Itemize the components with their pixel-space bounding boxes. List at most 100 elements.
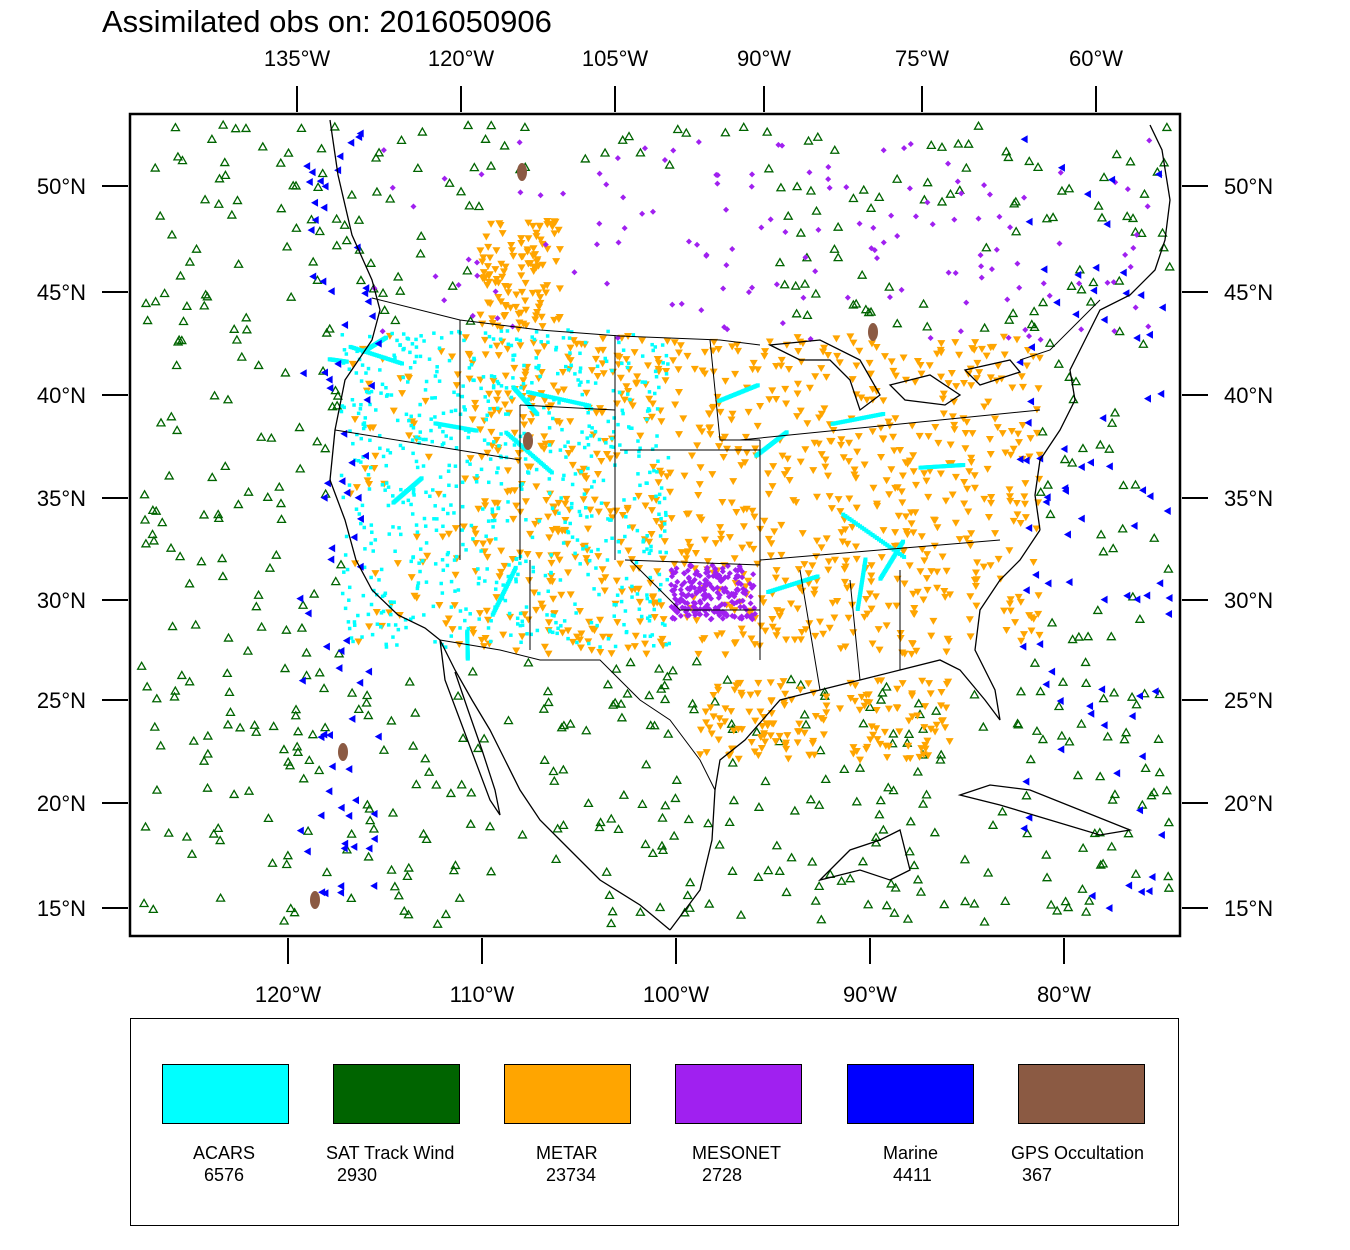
metar-marker [964,508,973,516]
marine-marker [1022,586,1030,595]
metar-marker [493,447,502,455]
sat-track-wind-marker [1114,275,1125,285]
sat-track-wind-marker [1094,827,1105,837]
metar-marker [648,594,657,602]
acars-marker [534,392,539,397]
mesonet-marker [826,184,833,191]
sat-track-wind-marker [163,827,174,837]
metar-marker [884,705,893,713]
sat-track-wind-marker [1138,338,1149,348]
mesonet-marker [1078,326,1085,333]
metar-marker [836,645,845,653]
legend-swatch-metar [504,1064,631,1124]
acars-marker [664,353,669,358]
acars-marker [492,518,497,523]
sat-track-wind-marker [332,390,343,400]
legend-label: MESONET [692,1143,782,1163]
acars-marker [891,547,896,552]
acars-marker [339,409,344,414]
sat-track-wind-marker [314,667,325,677]
metar-marker [749,545,758,553]
metar-marker [646,579,655,587]
sat-track-wind-marker [301,647,312,657]
sat-track-wind-marker [283,147,294,157]
metar-marker [893,685,902,693]
acars-marker [519,386,523,390]
acars-marker [575,640,579,645]
sat-track-wind-marker [223,632,234,642]
mesonet-marker [686,586,693,593]
metar-marker [466,455,475,463]
marine-marker [355,132,363,141]
metar-marker [822,373,831,381]
sat-track-wind-marker [191,243,202,253]
sat-track-wind-marker [159,288,170,298]
marine-marker [343,488,351,497]
mesonet-marker [712,569,719,576]
sat-track-wind-marker [176,335,187,345]
metar-marker [544,619,553,627]
acars-marker [562,473,566,478]
metar-marker [907,509,916,517]
marine-marker [1139,486,1147,495]
acars-marker [624,450,628,454]
marine-marker [1157,389,1165,398]
acars-marker [578,562,582,566]
mesonet-marker [703,593,710,600]
acars-marker [405,336,410,341]
sat-track-wind-marker [329,121,340,131]
sat-track-wind-marker [236,351,247,361]
metar-marker [911,378,920,386]
metar-marker [794,566,803,574]
metar-marker [366,424,375,432]
mesonet-marker [681,570,688,577]
metar-marker [851,682,860,690]
sat-track-wind-marker [285,903,296,913]
mesonet-marker [1026,333,1033,340]
sat-track-wind-marker [385,193,396,203]
metar-marker [451,525,460,533]
sat-track-wind-marker [230,123,241,133]
mesonet-marker [494,315,501,322]
sat-track-wind-marker [851,796,862,806]
marine-marker [1138,752,1146,761]
metar-marker [504,289,513,297]
acars-marker [342,570,346,574]
marine-marker [319,277,327,286]
acars-marker [411,426,416,430]
acars-marker [562,619,567,623]
sat-track-wind-marker [455,186,467,196]
sat-track-wind-marker [355,275,367,285]
mesonet-marker [721,601,728,608]
acars-marker [630,595,634,599]
sat-track-wind-marker [622,688,633,698]
metar-marker [529,263,538,271]
acars-marker [440,558,445,562]
acars-marker [660,343,665,347]
metar-marker [927,568,936,576]
metar-marker [588,367,597,375]
metar-marker [592,450,601,458]
mesonet-marker [1124,186,1131,193]
metar-marker [944,380,953,388]
metar-marker [779,699,788,707]
mesonet-marker [719,585,726,592]
acars-marker [918,465,923,470]
metar-marker [734,755,743,763]
marine-marker [1025,217,1033,226]
sat-track-wind-marker [1035,686,1046,696]
sat-track-wind-marker [402,871,413,881]
metar-marker [933,584,942,592]
acars-marker [618,443,622,447]
metar-marker [731,370,740,378]
acars-marker [567,336,572,340]
acars-marker [579,469,583,474]
acars-marker [666,455,671,460]
mesonet-marker [1122,251,1129,258]
metar-marker [674,389,683,397]
sat-track-wind-marker [1003,152,1014,162]
marine-marker [325,731,333,740]
sat-track-wind-marker [657,812,668,822]
metar-marker [764,535,773,543]
